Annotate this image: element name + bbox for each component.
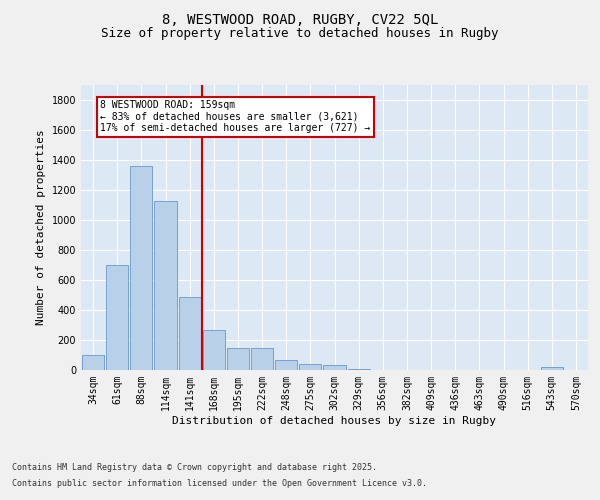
- Bar: [82, 355, 104, 370]
- Bar: [154, 200, 176, 370]
- Bar: [541, 367, 563, 370]
- Bar: [299, 364, 322, 370]
- Y-axis label: Number of detached properties: Number of detached properties: [36, 130, 46, 326]
- Bar: [347, 368, 370, 370]
- Text: Contains HM Land Registry data © Crown copyright and database right 2025.: Contains HM Land Registry data © Crown c…: [12, 464, 377, 472]
- Bar: [106, 265, 128, 370]
- Bar: [227, 348, 249, 370]
- Bar: [179, 296, 201, 370]
- Text: Size of property relative to detached houses in Rugby: Size of property relative to detached ho…: [101, 28, 499, 40]
- Bar: [275, 360, 298, 370]
- Text: Contains public sector information licensed under the Open Government Licence v3: Contains public sector information licen…: [12, 478, 427, 488]
- Bar: [323, 365, 346, 370]
- Bar: [203, 330, 225, 370]
- Bar: [130, 166, 152, 370]
- Text: 8 WESTWOOD ROAD: 159sqm
← 83% of detached houses are smaller (3,621)
17% of semi: 8 WESTWOOD ROAD: 159sqm ← 83% of detache…: [100, 100, 371, 133]
- Bar: [251, 348, 273, 370]
- Text: 8, WESTWOOD ROAD, RUGBY, CV22 5QL: 8, WESTWOOD ROAD, RUGBY, CV22 5QL: [162, 12, 438, 26]
- X-axis label: Distribution of detached houses by size in Rugby: Distribution of detached houses by size …: [173, 416, 497, 426]
